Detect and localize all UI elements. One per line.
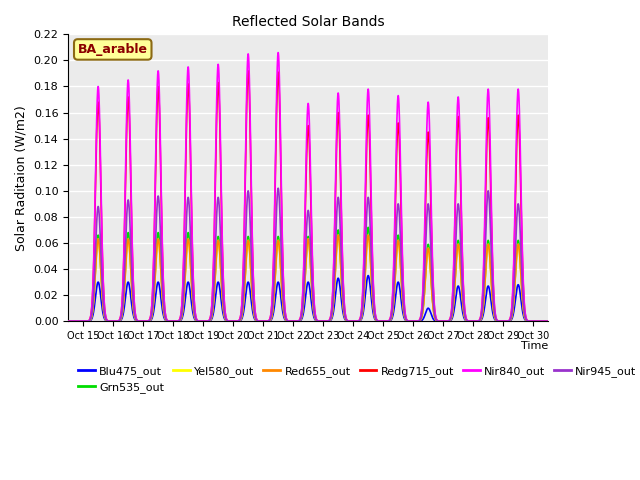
Text: Time: Time — [521, 341, 548, 351]
Y-axis label: Solar Raditaion (W/m2): Solar Raditaion (W/m2) — [15, 105, 28, 251]
Legend: Blu475_out, Grn535_out, Yel580_out, Red655_out, Redg715_out, Nir840_out, Nir945_: Blu475_out, Grn535_out, Yel580_out, Red6… — [74, 361, 640, 397]
Title: Reflected Solar Bands: Reflected Solar Bands — [232, 15, 385, 29]
Text: BA_arable: BA_arable — [77, 43, 148, 56]
